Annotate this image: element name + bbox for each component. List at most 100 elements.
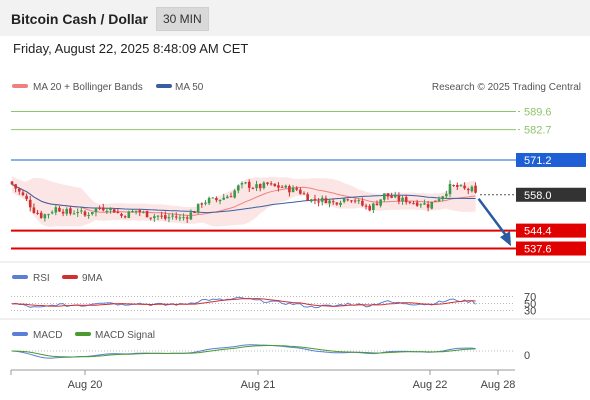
x-tick-label: Aug 28: [481, 379, 516, 391]
rsi-tick-70: 70: [524, 292, 536, 304]
candle-body: [25, 195, 28, 199]
candle-body: [342, 198, 346, 202]
chart-datetime: Friday, August 22, 2025 8:48:09 AM CET: [13, 41, 249, 56]
candle-body: [302, 193, 306, 195]
candle-body: [247, 181, 251, 188]
candle-body: [426, 204, 430, 208]
candle-body: [14, 184, 17, 189]
candle-body: [182, 217, 185, 219]
candle-body: [448, 184, 452, 195]
candle-body: [266, 182, 269, 184]
candle-body: [138, 210, 142, 213]
price-levels: [11, 110, 586, 250]
candle-body: [101, 207, 105, 211]
level-label-537-6: 537.6: [524, 244, 552, 256]
level-labels: 589.6 582.7 571.2 558.0 544.4 537.6: [516, 106, 586, 256]
candle-body: [112, 209, 116, 213]
x-tick-label: Aug 22: [413, 379, 448, 391]
level-label-bg-571-2: [516, 152, 586, 167]
candle-body: [423, 203, 426, 205]
level-label-589-6: 589.6: [524, 106, 552, 118]
ma50-legend-label: MA 50: [175, 82, 204, 93]
candle-body: [419, 204, 423, 206]
candles: [10, 179, 477, 223]
candle-body: [116, 211, 120, 213]
candle-body: [404, 197, 408, 203]
candle-body: [69, 208, 72, 214]
candle-body: [131, 211, 134, 213]
rsi-ma-line: [11, 298, 476, 307]
candle-body: [105, 210, 109, 212]
candle-body: [255, 184, 258, 189]
candle-body: [123, 216, 127, 218]
candle-body: [87, 215, 90, 217]
candle-body: [189, 212, 193, 220]
candle-body: [91, 212, 94, 215]
candle-body: [328, 200, 331, 204]
candle-body: [127, 211, 131, 219]
macd-panel: 0: [11, 344, 530, 362]
candle-body: [196, 203, 200, 213]
macd-legend-swatch: [12, 332, 28, 336]
candle-body: [18, 188, 21, 192]
candle-body: [58, 207, 61, 212]
candle-body: [109, 208, 112, 211]
candle-body: [229, 196, 233, 198]
candle-body: [408, 201, 412, 203]
rsi-tick-30: 30: [524, 306, 536, 318]
candle-body: [207, 197, 211, 204]
candle-body: [291, 187, 295, 193]
candle-body: [474, 185, 477, 193]
candle-body: [244, 182, 247, 184]
candle-body: [452, 185, 455, 187]
macd-signal-legend-swatch: [75, 332, 91, 336]
rsi-legend-label: RSI: [33, 273, 50, 284]
candle-body: [262, 182, 266, 189]
level-label-544-4: 544.4: [524, 226, 552, 238]
candle-body: [320, 197, 324, 202]
candle-body: [383, 193, 386, 200]
candle-body: [375, 203, 379, 206]
candle-body: [222, 197, 225, 200]
candle-body: [357, 200, 361, 202]
candle-body: [153, 216, 156, 219]
candle-body: [171, 215, 174, 217]
candle-body: [379, 199, 382, 206]
candle-body: [65, 209, 69, 214]
candle-body: [167, 217, 171, 219]
candle-body: [98, 207, 101, 209]
candle-body: [335, 202, 339, 205]
candle-body: [215, 198, 218, 201]
candle-body: [372, 203, 375, 211]
candle-body: [142, 211, 145, 213]
candle-body: [280, 186, 284, 188]
macd-signal-legend-label: MACD Signal: [95, 330, 155, 341]
level-label-bg-537-6: [516, 241, 586, 256]
candle-body: [226, 196, 229, 199]
candle-body: [306, 194, 309, 201]
ma20-line: [11, 183, 476, 216]
x-tick-label: Aug 20: [68, 379, 103, 391]
candle-body: [324, 198, 328, 204]
candle-body: [364, 205, 368, 207]
candle-body: [61, 211, 65, 214]
candle-body: [368, 205, 371, 211]
interval-button[interactable]: 30 MIN: [156, 7, 209, 31]
candle-body: [10, 181, 14, 185]
candle-body: [193, 212, 196, 214]
candle-body: [441, 196, 444, 200]
candle-body: [54, 207, 58, 213]
forecast-arrow: [477, 198, 511, 247]
candle-body: [251, 188, 255, 190]
candle-body: [174, 216, 178, 218]
candle-body: [299, 189, 302, 194]
candle-body: [94, 208, 98, 213]
candle-body: [284, 185, 288, 188]
candle-body: [346, 199, 350, 201]
candle-body: [386, 193, 390, 197]
candle-body: [120, 213, 123, 216]
candle-body: [258, 184, 262, 189]
candle-body: [459, 185, 463, 187]
candle-body: [463, 185, 466, 189]
